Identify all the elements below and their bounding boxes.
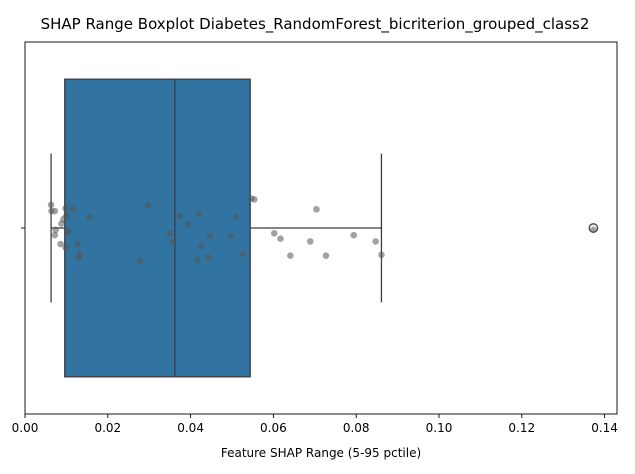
data-point <box>322 252 330 259</box>
data-point <box>270 230 278 237</box>
x-tick-label: 0.00 <box>12 421 39 435</box>
x-tick-label: 0.04 <box>177 421 204 435</box>
data-point <box>51 207 59 215</box>
data-point <box>166 230 174 237</box>
data-point <box>57 240 64 248</box>
data-point <box>372 238 379 245</box>
data-point <box>136 257 144 265</box>
x-tick-label: 0.10 <box>426 421 453 435</box>
x-tick-label: 0.12 <box>508 421 535 435</box>
data-point <box>145 202 152 209</box>
data-point <box>169 238 177 246</box>
data-point <box>378 251 385 259</box>
data-point <box>590 226 597 234</box>
data-point <box>195 210 203 218</box>
data-point <box>350 231 358 239</box>
data-point <box>206 232 214 240</box>
data-point <box>205 254 212 261</box>
data-point <box>64 228 72 235</box>
x-tick-label: 0.14 <box>591 421 618 435</box>
data-point <box>69 205 77 213</box>
x-tick-label: 0.08 <box>343 421 370 435</box>
data-point <box>277 235 284 243</box>
data-point <box>197 242 204 250</box>
data-point <box>47 201 55 209</box>
data-point <box>74 240 81 248</box>
x-axis-label: Feature SHAP Range (5-95 pctile) <box>221 446 421 460</box>
plot-area: 0.00 0.02 0.04 0.06 0.08 0.10 0.12 0.14 <box>12 41 618 435</box>
data-point <box>239 250 246 258</box>
data-point <box>62 244 69 251</box>
data-point <box>306 238 314 245</box>
data-point <box>287 252 294 259</box>
data-point <box>63 212 70 219</box>
data-point <box>62 205 69 212</box>
data-point <box>184 221 192 228</box>
data-point <box>232 213 240 221</box>
chart-title: SHAP Range Boxplot Diabetes_RandomForest… <box>41 15 590 34</box>
data-point <box>86 213 93 221</box>
data-point <box>76 251 84 259</box>
x-tick-label: 0.06 <box>260 421 287 435</box>
data-point <box>51 231 59 239</box>
x-tick-label: 0.02 <box>94 421 121 435</box>
data-point <box>176 213 183 220</box>
iqr-box <box>64 78 251 378</box>
data-point <box>251 196 258 203</box>
data-point <box>227 232 235 240</box>
data-point <box>193 256 201 264</box>
data-point <box>313 205 320 213</box>
data-point <box>52 226 59 234</box>
